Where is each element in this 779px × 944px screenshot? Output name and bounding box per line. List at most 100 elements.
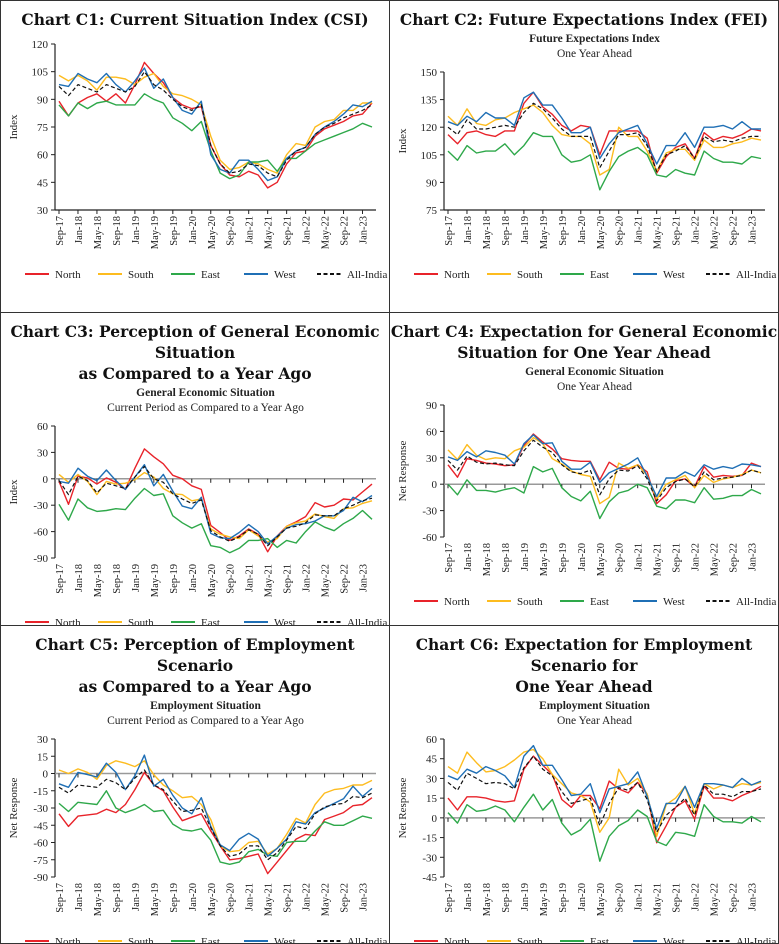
y-tick-label: 0 <box>42 769 48 781</box>
x-tick-label: May-20 <box>206 883 217 916</box>
series-line-all-india <box>58 769 372 861</box>
y-tick-label: 60 <box>426 734 438 746</box>
x-tick-label: Sep-18 <box>500 543 511 573</box>
x-tick-label: Sep-17 <box>444 543 455 573</box>
x-tick-label: May-19 <box>538 543 549 576</box>
legend-label: All-India <box>347 617 387 625</box>
y-axis-label: Net Response <box>8 777 20 838</box>
x-tick-label: May-21 <box>263 216 274 249</box>
series-line-north <box>57 61 373 189</box>
series-line-west <box>58 463 372 545</box>
x-tick-label: May-18 <box>92 883 103 916</box>
legend-label: All-India <box>347 936 387 943</box>
legend-label: North <box>55 936 81 943</box>
x-tick-label: May-21 <box>652 216 663 249</box>
x-tick-label: Sep-18 <box>111 883 122 913</box>
chart-subtitle: Current Period as Compared to a Year Ago <box>107 402 304 414</box>
x-tick-label: Jan-21 <box>244 564 255 592</box>
legend-label: West <box>274 269 296 281</box>
x-tick-label: May-22 <box>320 216 331 249</box>
y-axis-label: Net Response <box>397 440 409 501</box>
x-tick-label: May-22 <box>320 564 331 597</box>
legend-label: All-India <box>736 269 776 281</box>
series-line-east <box>57 487 372 554</box>
y-tick-label: -60 <box>33 527 48 539</box>
y-tick-label: -30 <box>422 506 437 518</box>
legend-label: West <box>663 936 685 943</box>
x-tick-label: May-18 <box>481 543 492 576</box>
x-tick-label: May-21 <box>263 883 274 916</box>
chart-subtitle: One Year Ahead <box>556 715 631 727</box>
x-tick-label: Sep-17 <box>444 216 455 246</box>
chart-c3: General Economic Situation Current Period… <box>8 387 387 625</box>
x-tick-label: Jan-23 <box>747 543 758 571</box>
x-tick-label: Jan-21 <box>633 216 644 244</box>
legend-label: South <box>128 617 154 625</box>
legend-label: North <box>444 269 470 281</box>
x-tick-label: Sep-20 <box>614 216 625 246</box>
x-tick-label: May-22 <box>709 543 720 576</box>
x-tick-label: Jan-21 <box>244 883 255 911</box>
series-line-west <box>447 434 761 498</box>
x-tick-label: Sep-21 <box>282 883 293 913</box>
series-line-east <box>447 131 761 191</box>
x-tick-label: Sep-21 <box>282 216 293 246</box>
x-tick-label: Jan-19 <box>130 883 141 911</box>
x-tick-label: May-18 <box>481 216 492 249</box>
legend-label: West <box>274 936 296 943</box>
series-line-north <box>57 771 372 875</box>
x-tick-label: Jan-18 <box>73 564 84 592</box>
chart-subtitle: General Economic Situation <box>136 387 275 399</box>
legend-label: East <box>590 596 609 608</box>
legend-label: South <box>517 596 543 608</box>
x-tick-label: May-20 <box>595 216 606 249</box>
chart-title: Chart C3: Perception of General Economic… <box>10 322 380 383</box>
y-tick-label: 135 <box>420 95 437 107</box>
x-tick-label: Sep-20 <box>614 883 625 913</box>
y-tick-label: -75 <box>33 855 48 867</box>
chart-subtitle: Future Expectations Index <box>529 33 660 45</box>
legend-label: East <box>201 269 220 281</box>
x-tick-label: Jan-19 <box>519 216 530 244</box>
y-tick-label: 30 <box>426 773 438 785</box>
chart-subtitle: General Economic Situation <box>525 366 664 378</box>
x-tick-label: Sep-18 <box>111 216 122 246</box>
chart-title: Chart C2: Future Expectations Index (FEI… <box>399 10 769 29</box>
x-tick-label: Sep-18 <box>500 216 511 246</box>
series-line-all-india <box>58 465 372 547</box>
x-tick-label: May-21 <box>652 883 663 916</box>
chart-title: Chart C1: Current Situation Index (CSI) <box>21 10 369 29</box>
x-tick-label: Sep-22 <box>339 883 350 913</box>
series-line-all-india <box>447 102 761 172</box>
series-line-east <box>446 793 761 862</box>
x-tick-label: Jan-21 <box>244 216 255 244</box>
x-tick-label: May-18 <box>92 216 103 249</box>
legend-label: All-India <box>736 596 776 608</box>
panel-c3: Chart C3: Perception of General Economic… <box>1 313 390 626</box>
series-line-north <box>446 755 761 844</box>
x-tick-label: Jan-18 <box>462 543 473 571</box>
x-tick-label: May-20 <box>595 883 606 916</box>
series-line-east <box>58 790 372 866</box>
y-tick-label: 75 <box>426 205 438 217</box>
legend-label: West <box>274 617 296 625</box>
x-tick-label: Jan-21 <box>633 543 644 571</box>
x-tick-label: May-20 <box>206 564 217 597</box>
x-tick-label: Jan-23 <box>358 883 369 911</box>
legend-label: South <box>517 936 543 943</box>
panel-c5: Chart C5: Perception of Employment Scena… <box>1 626 390 943</box>
legend-label: South <box>128 936 154 943</box>
y-tick-label: 90 <box>426 400 438 412</box>
x-tick-label: Jan-20 <box>187 883 198 911</box>
series-line-west <box>58 754 372 858</box>
y-tick-label: 45 <box>426 754 438 766</box>
y-tick-label: -90 <box>33 553 48 565</box>
x-tick-label: Jan-22 <box>690 216 701 244</box>
x-tick-label: Jan-22 <box>301 883 312 911</box>
x-tick-label: Sep-19 <box>557 216 568 246</box>
y-tick-label: 30 <box>426 453 438 465</box>
chart-c6: Employment Situation One Year Ahead -45 -30… <box>397 700 776 943</box>
x-tick-label: Jan-18 <box>73 883 84 911</box>
x-tick-label: Sep-21 <box>671 543 682 573</box>
